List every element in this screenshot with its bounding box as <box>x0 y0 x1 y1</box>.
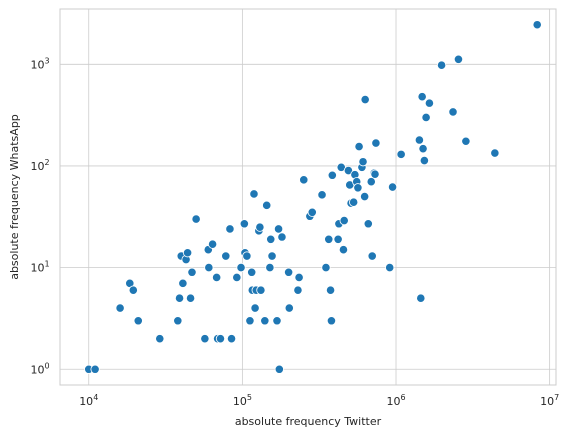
data-point <box>385 263 395 273</box>
data-point <box>448 107 458 117</box>
data-point <box>387 182 398 192</box>
data-point <box>343 166 354 176</box>
data-point <box>207 239 218 249</box>
data-point <box>242 251 252 261</box>
data-point <box>421 112 431 123</box>
x-tick-label: 106 <box>386 393 405 408</box>
data-point <box>226 334 237 344</box>
data-point <box>215 334 226 344</box>
data-point <box>325 285 336 295</box>
data-point <box>453 54 464 64</box>
data-point <box>245 316 255 326</box>
data-point <box>247 267 257 277</box>
data-point <box>239 219 249 229</box>
data-point <box>317 190 327 200</box>
data-point <box>272 316 282 326</box>
data-point <box>490 148 500 158</box>
data-point <box>250 303 260 313</box>
data-point <box>532 20 542 30</box>
data-point <box>212 272 222 283</box>
data-point <box>324 234 334 244</box>
data-point <box>367 251 377 261</box>
y-tick-label: 103 <box>30 56 49 71</box>
data-point <box>277 232 287 242</box>
data-point <box>338 245 349 255</box>
data-point <box>174 293 185 303</box>
y-axis-label: absolute frequency WhatsApp <box>8 114 21 280</box>
data-point <box>256 285 266 295</box>
data-point <box>321 263 331 273</box>
data-point <box>225 224 235 234</box>
x-tick-label: 105 <box>233 393 252 408</box>
data-point <box>236 263 246 273</box>
data-point <box>232 272 242 283</box>
data-point <box>299 175 309 185</box>
data-point <box>128 285 138 295</box>
y-tick-label: 102 <box>30 158 49 173</box>
data-point <box>115 303 125 313</box>
data-point <box>274 364 284 374</box>
data-point <box>267 251 277 261</box>
data-point <box>339 216 349 226</box>
data-point <box>255 222 265 232</box>
x-tick-label: 107 <box>540 393 559 408</box>
x-tick-labels: 104 105 106 107 <box>79 393 559 408</box>
data-point <box>262 200 272 210</box>
data-point <box>349 197 359 207</box>
y-tick-labels: 100 101 102 103 <box>30 56 49 376</box>
data-point <box>436 60 447 70</box>
data-point <box>187 267 197 277</box>
data-point <box>414 135 425 145</box>
data-point <box>461 136 471 146</box>
data-point <box>424 98 435 108</box>
data-point <box>417 92 427 102</box>
data-point <box>155 334 165 344</box>
y-tick-label: 101 <box>30 260 49 275</box>
data-point <box>416 293 426 303</box>
data-point <box>327 170 337 180</box>
x-axis-label: absolute frequency Twitter <box>235 415 382 428</box>
data-points <box>84 20 542 374</box>
data-point <box>293 285 303 295</box>
data-point <box>360 191 370 202</box>
data-point <box>358 157 368 167</box>
data-point <box>333 234 343 244</box>
data-point <box>326 316 337 326</box>
data-point <box>221 251 231 261</box>
data-point <box>419 155 429 166</box>
data-point <box>360 94 370 105</box>
grid-lines <box>60 9 556 385</box>
data-point <box>396 149 406 159</box>
data-point <box>265 263 275 273</box>
data-point <box>204 263 214 273</box>
data-point <box>370 169 380 179</box>
x-tick-label: 104 <box>79 393 98 408</box>
data-point <box>173 316 183 326</box>
data-point <box>353 183 363 193</box>
data-point <box>307 207 317 217</box>
data-point <box>418 144 428 154</box>
data-point <box>182 248 193 258</box>
data-point <box>200 334 210 344</box>
data-point <box>133 316 143 326</box>
data-point <box>178 278 188 288</box>
data-point <box>284 267 294 277</box>
data-point <box>266 234 276 244</box>
data-point <box>363 219 373 229</box>
data-point <box>260 316 270 326</box>
data-point <box>354 142 364 152</box>
plot-frame <box>59 8 557 386</box>
data-point <box>366 177 376 187</box>
data-point <box>249 189 259 199</box>
data-point <box>185 293 196 303</box>
data-point <box>191 214 201 224</box>
data-point <box>294 272 304 283</box>
data-point <box>90 364 100 374</box>
data-point <box>371 138 381 148</box>
data-point <box>284 303 294 313</box>
data-point <box>273 224 284 234</box>
y-tick-label: 100 <box>30 361 49 376</box>
